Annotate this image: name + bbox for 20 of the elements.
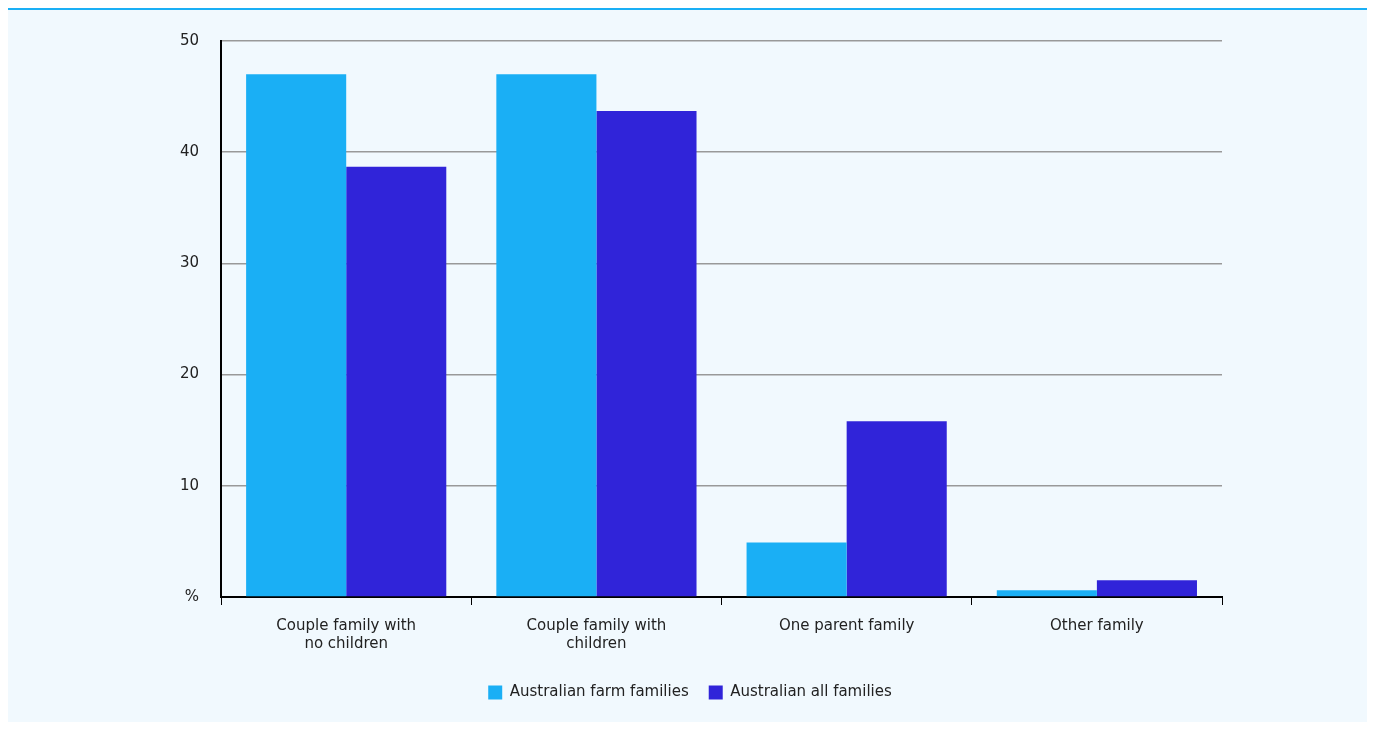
legend-label: Australian all families xyxy=(730,682,892,701)
y-tick-label: 50 xyxy=(179,30,200,49)
y-tick-label: 30 xyxy=(179,253,200,272)
x-tick-label: Other family xyxy=(1050,615,1144,634)
x-tick-label: Couple family with children xyxy=(526,615,667,652)
bar xyxy=(996,590,1097,597)
bar xyxy=(346,166,447,597)
y-tick-label: 40 xyxy=(179,142,200,161)
x-tick-label: Couple family with no children xyxy=(276,615,417,652)
x-tick-label: One parent family xyxy=(778,615,915,634)
y-tick-label: 10 xyxy=(179,475,200,494)
bar xyxy=(746,542,847,597)
y-tick-label: % xyxy=(184,586,200,605)
legend-label: Australian farm families xyxy=(509,682,689,701)
bar xyxy=(596,111,697,597)
bar xyxy=(1096,580,1197,597)
bar xyxy=(846,421,947,597)
bar xyxy=(246,74,347,597)
bar xyxy=(496,74,597,597)
y-tick-label: 20 xyxy=(179,364,200,383)
